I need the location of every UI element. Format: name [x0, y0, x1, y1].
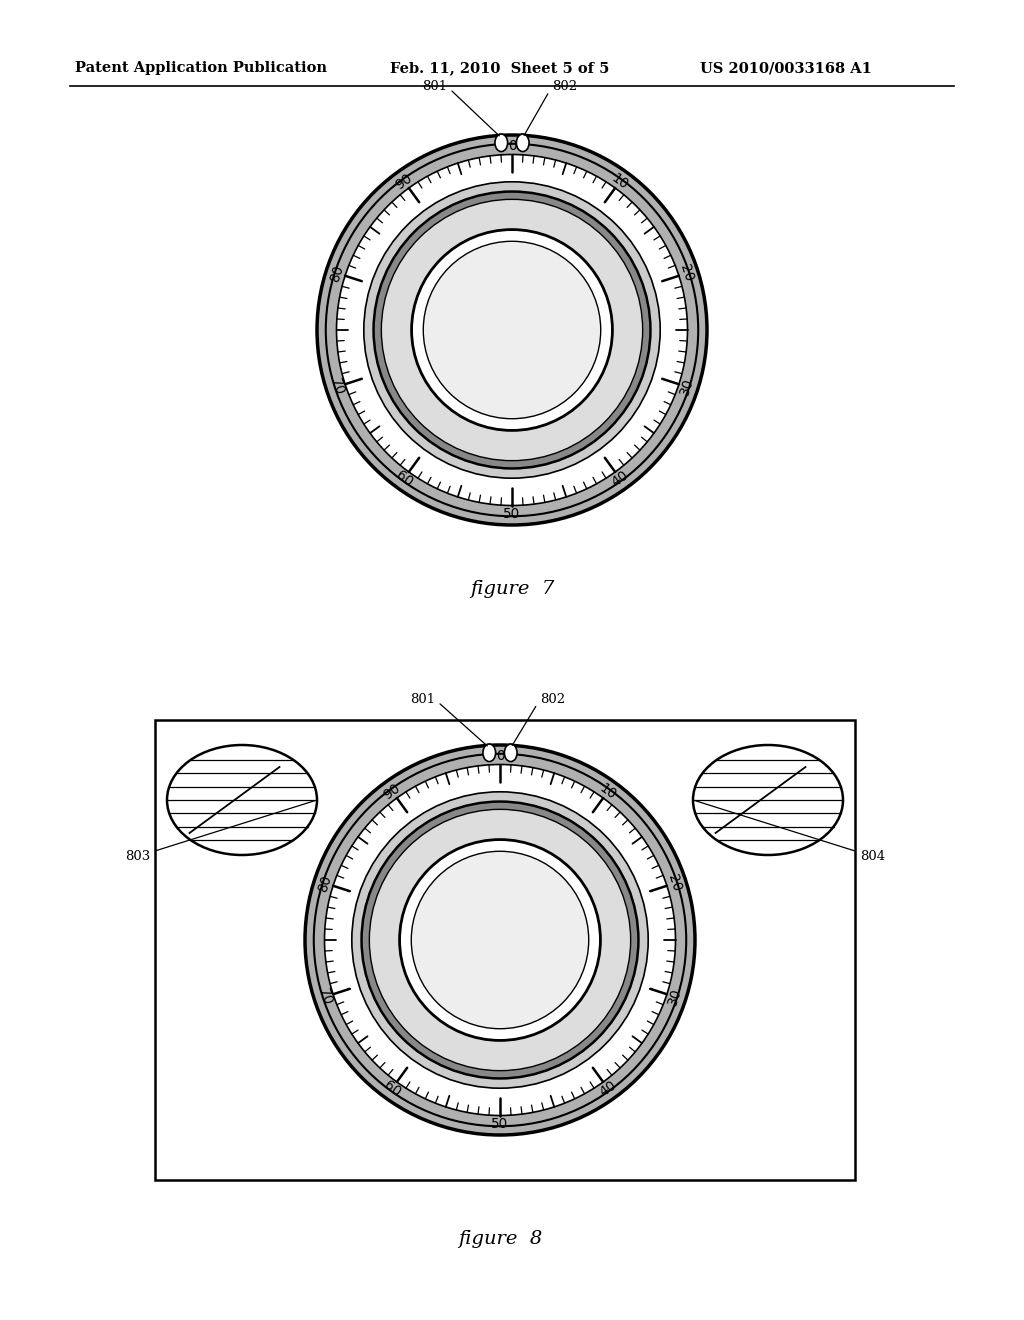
Text: 80: 80 [316, 873, 335, 894]
Text: 802: 802 [512, 693, 565, 746]
Text: 0: 0 [508, 139, 516, 153]
Circle shape [364, 182, 660, 478]
Text: 801: 801 [422, 81, 500, 136]
Text: figure  8: figure 8 [458, 1230, 542, 1247]
Circle shape [361, 801, 638, 1078]
Text: 10: 10 [609, 170, 631, 191]
Text: 90: 90 [393, 170, 415, 191]
Text: 60: 60 [393, 469, 415, 490]
Circle shape [305, 744, 695, 1135]
Ellipse shape [483, 744, 496, 762]
Text: 60: 60 [381, 1078, 403, 1100]
Ellipse shape [505, 744, 517, 762]
Text: US 2010/0033168 A1: US 2010/0033168 A1 [700, 61, 871, 75]
Circle shape [374, 191, 650, 469]
Circle shape [352, 792, 648, 1088]
Text: 50: 50 [492, 1117, 509, 1131]
Text: 40: 40 [597, 1078, 620, 1100]
Circle shape [412, 851, 589, 1028]
Text: 10: 10 [597, 780, 620, 803]
Text: 20: 20 [678, 263, 696, 284]
Text: 20: 20 [666, 873, 684, 894]
Circle shape [370, 809, 631, 1071]
Text: 803: 803 [125, 801, 314, 863]
Text: 40: 40 [609, 469, 631, 490]
Circle shape [325, 764, 676, 1115]
Ellipse shape [495, 135, 508, 152]
Circle shape [381, 199, 643, 461]
Text: Patent Application Publication: Patent Application Publication [75, 61, 327, 75]
Text: 802: 802 [524, 81, 578, 136]
Text: Feb. 11, 2010  Sheet 5 of 5: Feb. 11, 2010 Sheet 5 of 5 [390, 61, 609, 75]
Text: 80: 80 [328, 263, 346, 284]
Text: 50: 50 [504, 507, 520, 521]
Text: 804: 804 [695, 801, 885, 863]
Text: 30: 30 [666, 986, 684, 1007]
Circle shape [412, 230, 612, 430]
Circle shape [399, 840, 600, 1040]
Text: 70: 70 [328, 376, 346, 397]
Bar [155, 719, 855, 1180]
Ellipse shape [516, 135, 529, 152]
Ellipse shape [693, 744, 843, 855]
Circle shape [423, 242, 601, 418]
Text: 801: 801 [410, 693, 487, 746]
Text: 30: 30 [678, 376, 696, 397]
Ellipse shape [167, 744, 317, 855]
Circle shape [317, 135, 707, 525]
Text: 0: 0 [496, 750, 504, 763]
Text: 70: 70 [316, 986, 335, 1007]
Circle shape [337, 154, 687, 506]
Text: figure  7: figure 7 [470, 579, 554, 598]
Text: 90: 90 [381, 780, 403, 803]
